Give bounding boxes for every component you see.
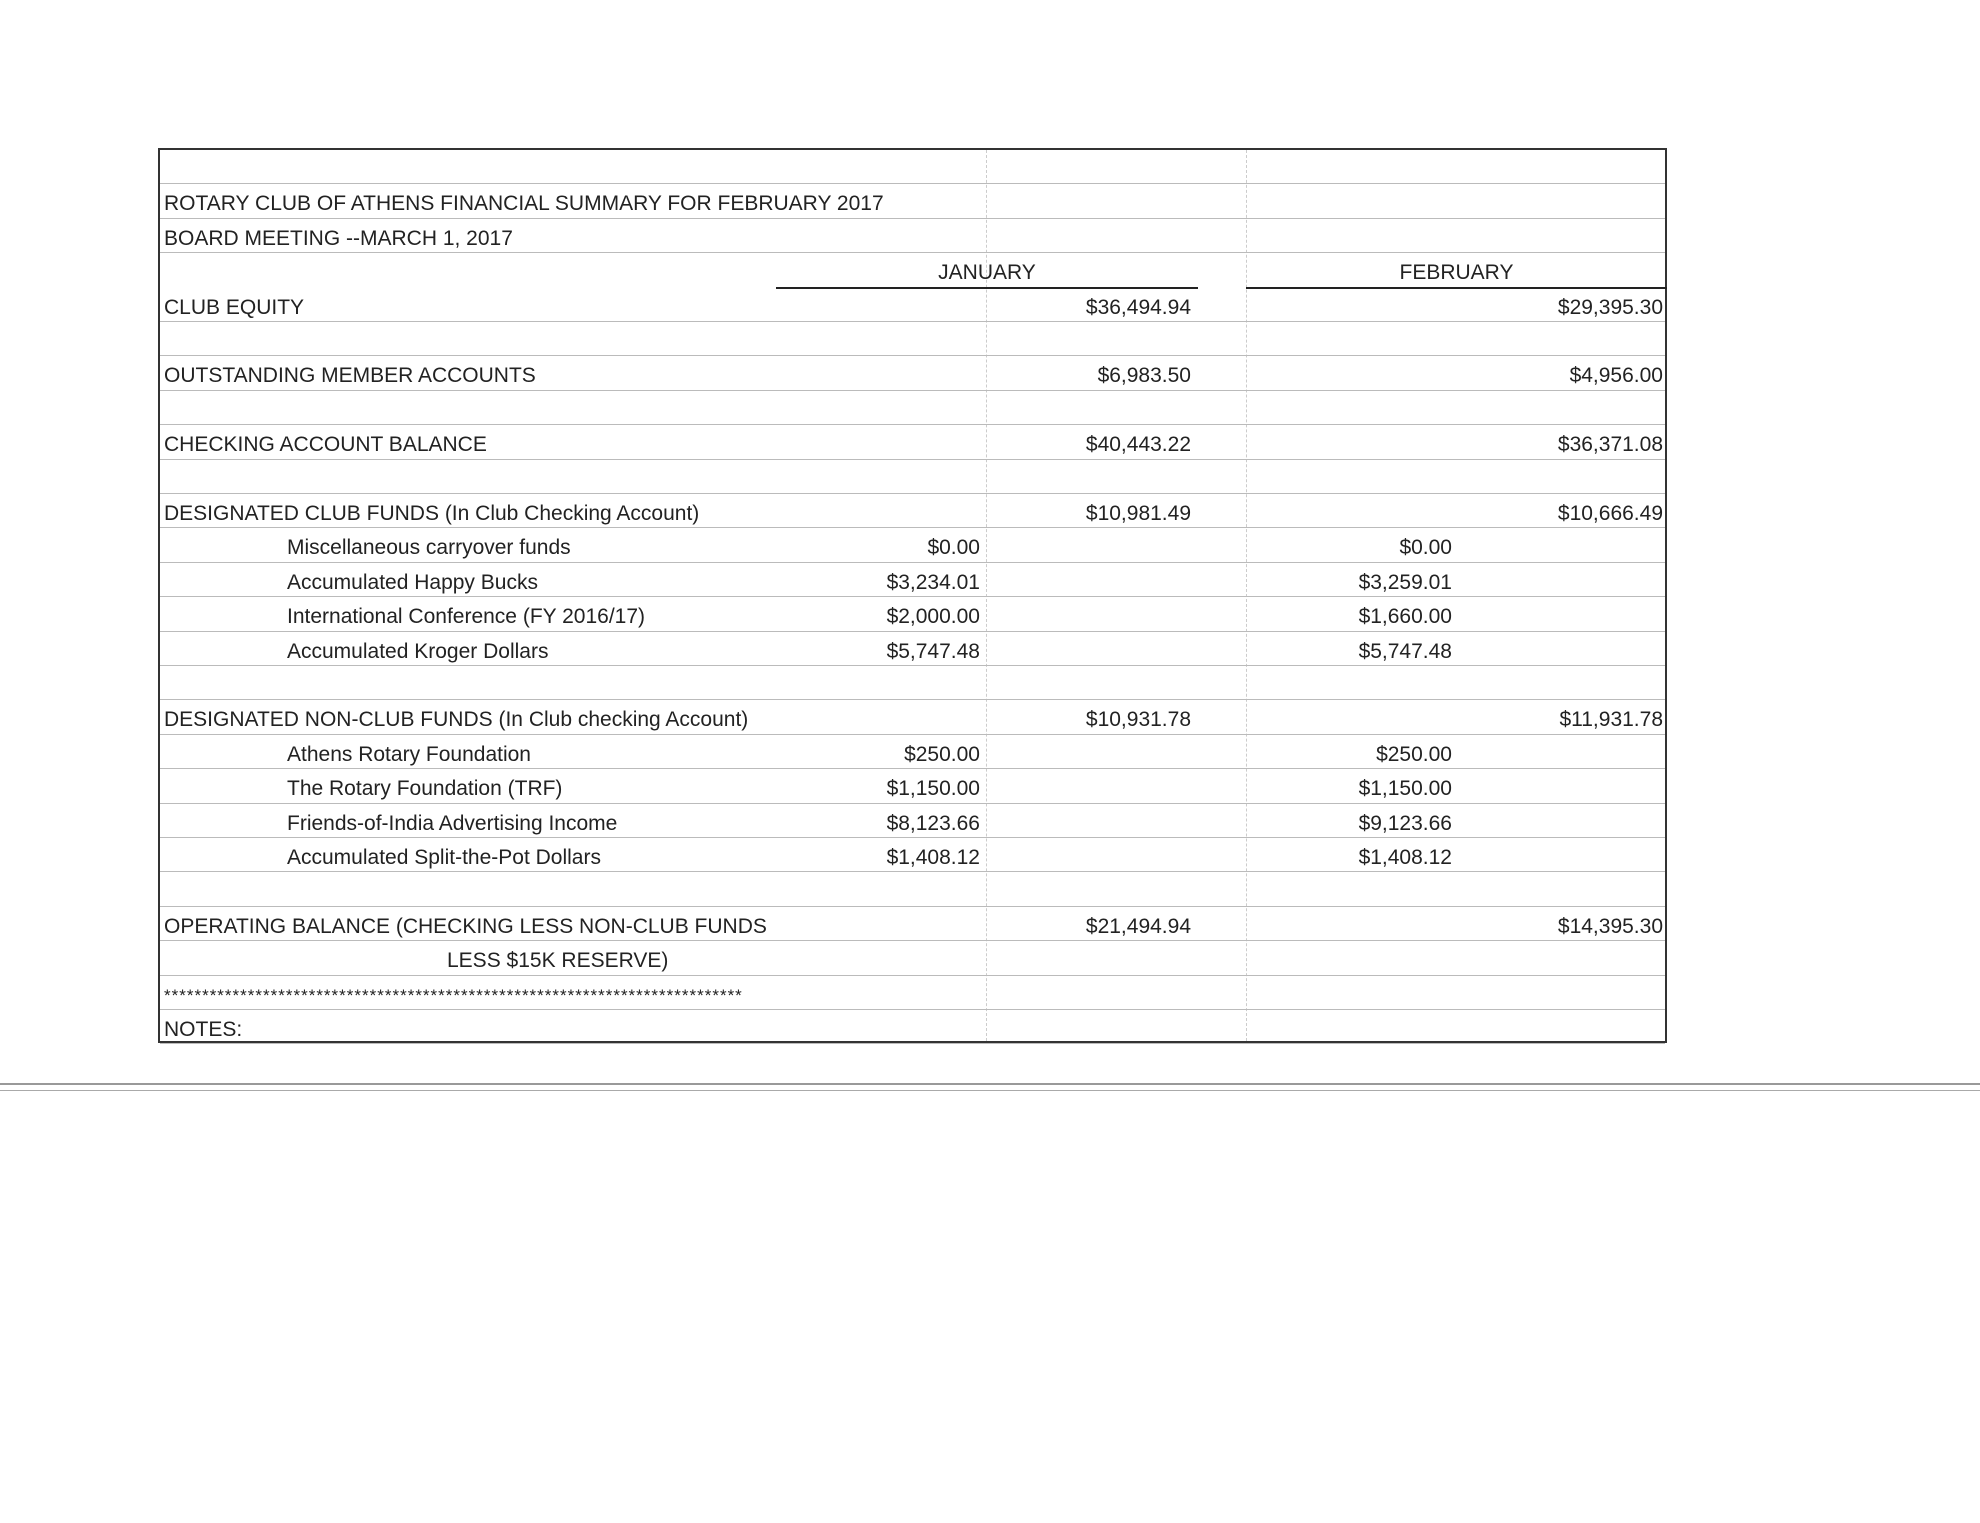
january-amount: $250.00 <box>904 742 980 766</box>
january-total: $10,931.78 <box>1085 708 1191 732</box>
february-total: $10,666.49 <box>1557 502 1663 525</box>
line-item-row: International Conference (FY 2016/17) $2,… <box>160 597 1665 632</box>
blank-row <box>160 150 1665 185</box>
row-label: CHECKING ACCOUNT BALANCE <box>164 433 487 457</box>
line-item-row: Accumulated Split-the-Pot Dollars $1,408.… <box>160 838 1665 873</box>
february-amount: $1,660.00 <box>1358 605 1452 629</box>
line-item-label: Accumulated Kroger Dollars <box>287 639 549 663</box>
line-item-row: Athens Rotary Foundation $250.00 $250.00 <box>160 735 1665 770</box>
january-amount: $1,408.12 <box>886 846 980 869</box>
january-amount: $2,000.00 <box>886 605 980 629</box>
column-divider <box>1246 150 1247 1041</box>
line-item-label: Accumulated Happy Bucks <box>287 570 538 594</box>
page-rule <box>0 1083 1980 1085</box>
summary-row-continued: LESS $15K RESERVE) <box>160 941 1665 976</box>
february-total: $4,956.00 <box>1569 364 1663 388</box>
blank-row <box>160 460 1665 494</box>
january-amount: $0.00 <box>927 536 980 560</box>
notes-row: NOTES: <box>160 1010 1665 1045</box>
line-item-row: Accumulated Kroger Dollars $5,747.48 $5,74… <box>160 632 1665 666</box>
column-header-row: JANUARY FEBRUARY <box>160 253 1667 289</box>
summary-row: OPERATING BALANCE (CHECKING LESS NON-CLU… <box>160 907 1665 942</box>
january-total: $40,443.22 <box>1085 433 1191 457</box>
row-label: DESIGNATED NON-CLUB FUNDS (In Club check… <box>164 708 749 732</box>
header-underline <box>776 286 1198 289</box>
february-amount: $9,123.66 <box>1358 811 1452 835</box>
january-amount: $5,747.48 <box>886 639 980 663</box>
february-amount: $0.00 <box>1399 536 1452 560</box>
line-item-label: The Rotary Foundation (TRF) <box>287 777 563 801</box>
february-amount: $3,259.01 <box>1358 570 1452 594</box>
subtitle-row: BOARD MEETING --MARCH 1, 2017 <box>160 219 1665 254</box>
summary-row: OUTSTANDING MEMBER ACCOUNTS $6,983.50 $4,9… <box>160 356 1665 391</box>
notes-label: NOTES: <box>164 1018 243 1041</box>
column-divider <box>986 150 987 1041</box>
page-rule <box>0 1090 1980 1091</box>
february-total: $14,395.30 <box>1557 914 1663 938</box>
line-item-label: Accumulated Split-the-Pot Dollars <box>287 846 601 869</box>
january-total: $6,983.50 <box>1097 364 1191 388</box>
february-total: $29,395.30 <box>1557 295 1663 319</box>
blank-row <box>160 391 1665 426</box>
february-total: $11,931.78 <box>1559 708 1663 732</box>
row-label: OPERATING BALANCE (CHECKING LESS NON-CLU… <box>164 914 767 938</box>
february-total: $36,371.08 <box>1557 433 1663 457</box>
row-label: DESIGNATED CLUB FUNDS (In Club Checking … <box>164 502 700 525</box>
line-item-row: Friends-of-India Advertising Income $8,12… <box>160 804 1665 838</box>
blank-row <box>160 322 1665 357</box>
line-item-label: Athens Rotary Foundation <box>287 742 531 766</box>
january-amount: $3,234.01 <box>886 570 980 594</box>
document-subtitle: BOARD MEETING --MARCH 1, 2017 <box>164 226 513 250</box>
line-item-row: Miscellaneous carryover funds $0.00 $0.00 <box>160 528 1665 563</box>
summary-row: CLUB EQUITY $36,494.94 $29,395.30 <box>160 288 1665 322</box>
line-item-label: International Conference (FY 2016/17) <box>287 605 646 629</box>
header-underline <box>1246 286 1667 289</box>
document-title: ROTARY CLUB OF ATHENS FINANCIAL SUMMARY … <box>164 192 884 216</box>
line-item-row: Accumulated Happy Bucks $3,234.01 $3,259.0… <box>160 563 1665 598</box>
january-amount: $1,150.00 <box>886 777 980 801</box>
february-amount: $5,747.48 <box>1358 639 1452 663</box>
january-header: JANUARY <box>938 261 1036 285</box>
february-amount: $1,408.12 <box>1358 846 1452 869</box>
blank-row <box>160 872 1665 907</box>
asterisk-separator: ****************************************… <box>164 985 743 1005</box>
blank-row <box>160 666 1665 701</box>
summary-row: CHECKING ACCOUNT BALANCE $40,443.22 $36,37… <box>160 425 1665 460</box>
row-label-continued: LESS $15K RESERVE) <box>447 949 669 973</box>
financial-summary-table: ROTARY CLUB OF ATHENS FINANCIAL SUMMARY … <box>158 148 1667 1045</box>
row-label: OUTSTANDING MEMBER ACCOUNTS <box>164 364 536 388</box>
january-total: $10,981.49 <box>1085 502 1191 525</box>
line-item-label: Friends-of-India Advertising Income <box>287 811 618 835</box>
february-amount: $1,150.00 <box>1358 777 1452 801</box>
summary-row: DESIGNATED CLUB FUNDS (In Club Checking … <box>160 494 1665 529</box>
summary-row: DESIGNATED NON-CLUB FUNDS (In Club check… <box>160 700 1665 735</box>
january-total: $36,494.94 <box>1085 295 1191 319</box>
line-item-row: The Rotary Foundation (TRF) $1,150.00 $1,1… <box>160 769 1665 804</box>
january-total: $21,494.94 <box>1085 914 1191 938</box>
february-header: FEBRUARY <box>1399 261 1514 285</box>
february-amount: $250.00 <box>1376 742 1452 766</box>
title-row: ROTARY CLUB OF ATHENS FINANCIAL SUMMARY … <box>160 184 1665 219</box>
row-label: CLUB EQUITY <box>164 295 305 319</box>
january-amount: $8,123.66 <box>886 811 980 835</box>
line-item-label: Miscellaneous carryover funds <box>287 536 571 560</box>
separator-row: ****************************************… <box>160 976 1665 1010</box>
